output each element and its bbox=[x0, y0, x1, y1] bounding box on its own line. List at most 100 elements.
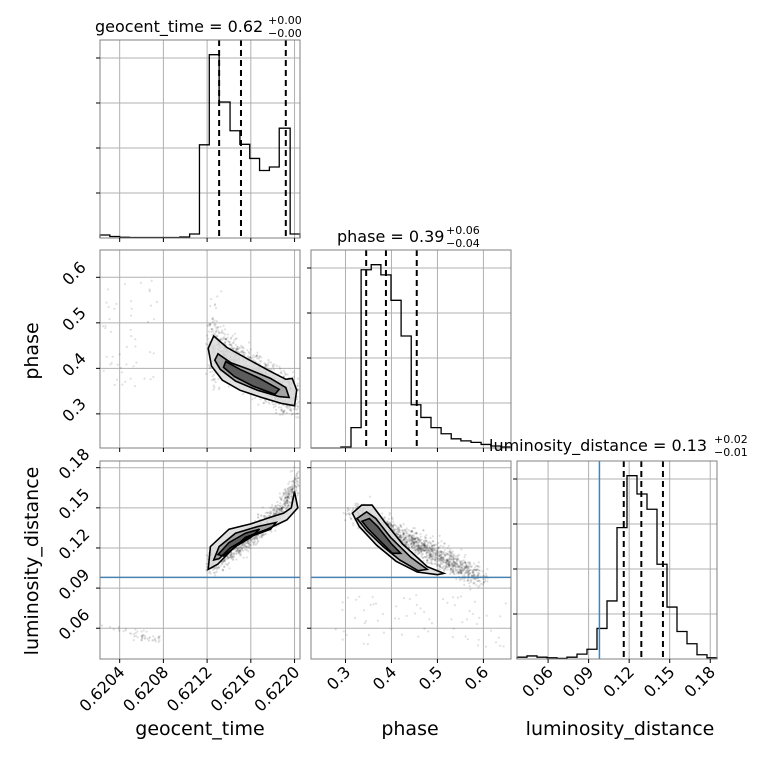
scatter-point-lumdist-vs-phase bbox=[388, 513, 391, 516]
scatter-point-lumdist-vs-geocent-time bbox=[290, 489, 293, 492]
scatter-point-lumdist-vs-phase bbox=[440, 556, 443, 559]
scatter-point-phase-vs-geocent-time bbox=[265, 366, 268, 369]
scatter-point-lumdist-vs-phase bbox=[431, 547, 434, 551]
scatter-point-phase-vs-geocent-time bbox=[280, 408, 283, 411]
scatter-point-phase-vs-geocent-time bbox=[217, 388, 220, 391]
scatter-point-lumdist-vs-phase bbox=[482, 574, 486, 578]
scatter-point-lumdist-vs-phase bbox=[399, 534, 402, 537]
scatter-point-lumdist-vs-geocent-time-outliers bbox=[148, 637, 151, 640]
scatter-point-lumdist-vs-phase bbox=[426, 559, 429, 562]
scatter-point-lumdist-vs-phase bbox=[449, 560, 452, 563]
scatter-point-lumdist-vs-phase bbox=[459, 579, 462, 582]
scatter-point-lumdist-vs-phase bbox=[402, 538, 405, 542]
scatter-point-lumdist-vs-geocent-time bbox=[277, 508, 281, 511]
scatter-point-lumdist-vs-geocent-time bbox=[281, 505, 284, 508]
scatter-point-lumdist-vs-geocent-time-outliers bbox=[112, 628, 115, 631]
scatter-point-phase-vs-geocent-time bbox=[248, 356, 251, 359]
scatter-point-phase-vs-geocent-time-outliers bbox=[148, 288, 151, 291]
scatter-point-lumdist-vs-phase bbox=[403, 538, 406, 541]
scatter-point-phase-vs-geocent-time bbox=[266, 363, 269, 366]
scatter-point-lumdist-vs-geocent-time-outliers bbox=[154, 638, 157, 642]
xtick-label-luminosity_distance-3: 0.15 bbox=[640, 662, 679, 701]
scatter-point-lumdist-vs-geocent-time-outliers bbox=[152, 635, 155, 638]
scatter-point-lumdist-vs-phase bbox=[426, 547, 429, 550]
scatter-point-lumdist-vs-geocent-time bbox=[244, 542, 247, 545]
scatter-point-lumdist-vs-geocent-time bbox=[282, 491, 285, 494]
scatter-point-lumdist-vs-geocent-time bbox=[266, 511, 269, 514]
scatter-point-lumdist-vs-phase bbox=[419, 549, 422, 552]
scatter-point-lumdist-vs-phase bbox=[405, 530, 408, 534]
scatter-point-lumdist-vs-geocent-time bbox=[288, 497, 291, 500]
scatter-point-lumdist-vs-phase bbox=[441, 558, 444, 562]
scatter-point-phase-vs-geocent-time bbox=[215, 329, 218, 333]
scatter-point-lumdist-vs-phase bbox=[454, 570, 457, 573]
scatter-point-lumdist-vs-phase bbox=[427, 561, 430, 565]
scatter-point-lumdist-vs-geocent-time bbox=[252, 541, 255, 544]
scatter-point-lumdist-vs-geocent-time bbox=[280, 498, 283, 501]
scatter-point-phase-vs-geocent-time bbox=[235, 347, 238, 350]
scatter-point-lumdist-vs-phase bbox=[463, 555, 466, 559]
scatter-point-phase-vs-geocent-time bbox=[286, 405, 289, 408]
scatter-point-lumdist-vs-phase bbox=[350, 518, 353, 521]
scatter-point-lumdist-vs-geocent-time bbox=[286, 499, 289, 502]
scatter-point-lumdist-vs-phase bbox=[395, 533, 398, 536]
scatter-point-lumdist-vs-geocent-time bbox=[256, 513, 259, 516]
scatter-point-lumdist-vs-geocent-time bbox=[293, 484, 296, 487]
scatter-point-phase-vs-geocent-time bbox=[213, 386, 216, 389]
scatter-point-lumdist-vs-phase bbox=[348, 508, 351, 511]
scatter-point-lumdist-vs-geocent-time bbox=[291, 485, 294, 488]
scatter-point-lumdist-vs-geocent-time bbox=[275, 504, 278, 507]
xtick-label-luminosity_distance-1: 0.09 bbox=[559, 662, 598, 701]
scatter-point-phase-vs-geocent-time-outliers bbox=[129, 314, 133, 317]
contour-line-phase_vs_geocent_time-2 bbox=[222, 360, 281, 396]
scatter-point-lumdist-vs-phase bbox=[423, 545, 427, 548]
scatter-point-lumdist-vs-geocent-time bbox=[237, 550, 240, 553]
scatter-point-phase-vs-geocent-time bbox=[256, 355, 259, 358]
scatter-point-lumdist-vs-geocent-time bbox=[240, 543, 243, 547]
scatter-point-lumdist-vs-phase bbox=[412, 536, 415, 539]
scatter-point-lumdist-vs-geocent-time-outliers bbox=[154, 640, 157, 643]
scatter-point-lumdist-vs-phase bbox=[458, 568, 461, 571]
scatter-point-lumdist-vs-geocent-time bbox=[279, 504, 282, 507]
scatter-point-lumdist-vs-phase bbox=[398, 533, 401, 537]
scatter-point-lumdist-vs-phase bbox=[429, 551, 432, 554]
scatter-point-phase-vs-geocent-time bbox=[211, 318, 214, 321]
scatter-point-phase-vs-geocent-time bbox=[216, 335, 219, 338]
scatter-point-lumdist-vs-geocent-time bbox=[244, 545, 248, 548]
scatter-point-lumdist-vs-phase bbox=[412, 537, 415, 541]
scatter-point-lumdist-vs-phase bbox=[416, 548, 419, 551]
scatter-point-lumdist-vs-geocent-time bbox=[286, 506, 289, 509]
scatter-point-lumdist-vs-phase bbox=[425, 555, 429, 558]
scatter-point-lumdist-vs-geocent-time bbox=[289, 488, 292, 491]
scatter-point-phase-vs-geocent-time bbox=[232, 347, 235, 350]
scatter-point-lumdist-vs-phase bbox=[474, 568, 477, 572]
scatter-point-lumdist-vs-phase bbox=[388, 511, 391, 515]
scatter-point-phase-vs-geocent-time bbox=[275, 402, 278, 405]
scatter-point-lumdist-vs-phase bbox=[484, 580, 487, 583]
scatter-point-phase-vs-geocent-time bbox=[246, 349, 249, 352]
scatter-point-phase-vs-geocent-time bbox=[287, 407, 290, 410]
scatter-point-lumdist-vs-geocent-time bbox=[295, 485, 298, 488]
scatter-point-lumdist-vs-phase bbox=[419, 538, 422, 541]
scatter-point-lumdist-vs-geocent-time bbox=[286, 492, 289, 496]
scatter-point-lumdist-vs-phase bbox=[392, 520, 395, 523]
scatter-point-lumdist-vs-phase bbox=[445, 565, 448, 568]
scatter-point-lumdist-vs-geocent-time bbox=[278, 496, 281, 499]
scatter-point-lumdist-vs-geocent-time bbox=[240, 546, 243, 550]
scatter-point-lumdist-vs-phase bbox=[459, 569, 462, 572]
scatter-point-lumdist-vs-phase bbox=[425, 545, 428, 548]
scatter-point-lumdist-vs-phase bbox=[415, 550, 418, 554]
scatter-point-phase-vs-geocent-time bbox=[223, 333, 227, 336]
x-axis-label-luminosity-distance: luminosity_distance bbox=[526, 718, 715, 740]
scatter-point-lumdist-vs-phase bbox=[434, 555, 437, 558]
scatter-point-lumdist-vs-geocent-time-outliers bbox=[143, 634, 146, 638]
scatter-point-lumdist-vs-geocent-time bbox=[260, 535, 263, 539]
scatter-point-lumdist-vs-geocent-time bbox=[246, 540, 250, 543]
scatter-point-phase-vs-geocent-time bbox=[278, 365, 281, 368]
title-phase-minus: −0.04 bbox=[446, 237, 480, 250]
scatter-point-lumdist-vs-phase bbox=[465, 567, 468, 570]
scatter-point-lumdist-vs-phase bbox=[432, 544, 435, 547]
scatter-point-lumdist-vs-phase bbox=[420, 544, 424, 547]
scatter-point-phase-vs-geocent-time bbox=[220, 331, 223, 334]
scatter-point-lumdist-vs-geocent-time bbox=[270, 510, 273, 513]
